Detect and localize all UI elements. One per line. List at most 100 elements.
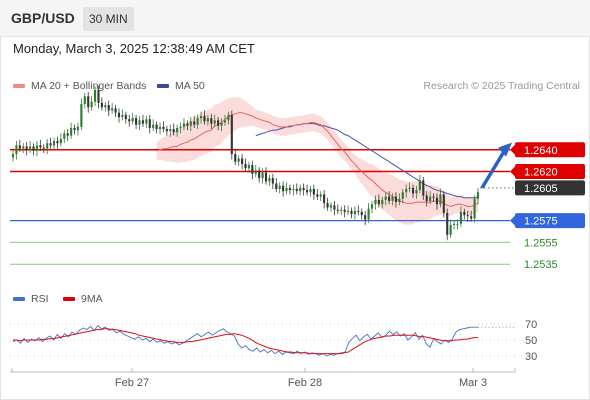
- candle-body: [87, 96, 90, 108]
- candle-body: [56, 141, 59, 144]
- candle-body: [176, 127, 179, 133]
- candle-body: [422, 180, 425, 196]
- candle-body: [155, 124, 158, 130]
- legend-9ma: 9MA: [63, 293, 103, 305]
- candle-body: [213, 120, 216, 124]
- candle-body: [145, 119, 148, 124]
- candle-body: [49, 143, 52, 146]
- candle-body: [107, 105, 110, 111]
- candle-body: [148, 119, 151, 128]
- forecast-arrow-head: [498, 142, 512, 157]
- candle-body: [220, 122, 223, 126]
- level-label-pointer-1.2620: [510, 165, 516, 178]
- candle-body: [449, 224, 452, 235]
- candle-body: [336, 209, 339, 211]
- candle-body: [411, 187, 415, 194]
- candle-body: [121, 114, 124, 118]
- candle-body: [367, 208, 370, 220]
- candle-body: [340, 209, 343, 211]
- candle-body: [374, 199, 377, 205]
- candle-body: [456, 223, 459, 225]
- ma20-line: [156, 112, 479, 207]
- candle-body: [326, 203, 329, 208]
- candle-body: [35, 145, 38, 151]
- candle-body: [309, 188, 312, 193]
- x-label-Feb 28: Feb 28: [288, 377, 322, 389]
- candle-body: [285, 187, 288, 192]
- symbol-label: GBP/USD: [11, 10, 75, 26]
- candle-body: [299, 187, 302, 192]
- candle-body: [377, 199, 380, 205]
- level-label-1.2620: 1.2620: [524, 167, 558, 179]
- candle-body: [278, 185, 281, 189]
- candle-body: [384, 196, 387, 200]
- level-label-bg-1.2605: [515, 180, 585, 196]
- x-label-Mar 3: Mar 3: [459, 377, 487, 389]
- timeframe-badge[interactable]: 30 MIN: [83, 7, 134, 31]
- candle-body: [206, 118, 209, 122]
- level-label-1.2555: 1.2555: [524, 237, 558, 249]
- candle-body: [210, 118, 213, 124]
- candle-body: [46, 143, 49, 149]
- legend-ma20-label: MA 20 + Bollinger Bands: [31, 80, 147, 92]
- candle-body: [353, 210, 356, 215]
- candle-body: [476, 192, 480, 199]
- candle-body: [391, 196, 394, 201]
- candle-body: [111, 108, 114, 111]
- forecast-arrow-shaft: [480, 150, 506, 189]
- candle-body: [405, 188, 408, 193]
- candle-body: [241, 158, 244, 164]
- ma9-swatch: [63, 297, 75, 302]
- rsi-tick-70: 70: [525, 319, 537, 331]
- candle-body: [196, 118, 199, 125]
- candle-body: [357, 210, 360, 212]
- candle-body: [401, 192, 404, 199]
- candle-body: [70, 127, 73, 136]
- candle-body: [264, 172, 268, 182]
- copyright: Research © 2025 Trading Central: [423, 80, 580, 92]
- candle-body: [319, 194, 322, 197]
- candle-body: [439, 194, 442, 205]
- candle-body: [162, 126, 165, 130]
- candle-body: [94, 89, 97, 102]
- legend-ma20: MA 20 + Bollinger Bands: [13, 80, 146, 92]
- candle-body: [453, 223, 456, 225]
- candle-body: [124, 114, 127, 120]
- candle-body: [275, 183, 278, 189]
- candle-body: [370, 204, 374, 209]
- candle-body: [432, 196, 435, 198]
- candle-body: [234, 154, 237, 162]
- rsi-ma9-line: [13, 328, 478, 355]
- candle-body: [59, 138, 62, 144]
- candle-body: [182, 123, 186, 127]
- candle-body: [459, 211, 462, 224]
- candle-body: [360, 211, 363, 216]
- candle-body: [381, 199, 384, 205]
- candle-body: [429, 196, 432, 201]
- legend-ma50: MA 50: [157, 80, 205, 92]
- level-label-1.2575: 1.2575: [524, 216, 558, 228]
- candle-body: [446, 212, 449, 235]
- candle-body: [39, 145, 42, 148]
- candle-body: [316, 194, 319, 197]
- x-label-Feb 27: Feb 27: [115, 377, 149, 389]
- candle-body: [172, 129, 175, 133]
- candle-body: [203, 115, 206, 122]
- level-label-1.2605: 1.2605: [524, 183, 558, 195]
- candle-body: [83, 96, 86, 104]
- candle-body: [415, 190, 418, 194]
- candle-body: [138, 120, 141, 125]
- candle-body: [25, 146, 28, 150]
- candle-body: [258, 170, 261, 179]
- candle-body: [463, 211, 466, 216]
- level-label-1.2535: 1.2535: [524, 259, 558, 271]
- level-label-pointer-1.2575: [510, 214, 516, 227]
- candle-body: [323, 194, 326, 204]
- candle-body: [76, 126, 80, 131]
- rsi-line: [12, 324, 478, 357]
- candle-body: [305, 190, 309, 193]
- ma50-swatch: [157, 84, 169, 89]
- level-label-1.2640: 1.2640: [524, 145, 558, 157]
- candle-body: [199, 115, 203, 119]
